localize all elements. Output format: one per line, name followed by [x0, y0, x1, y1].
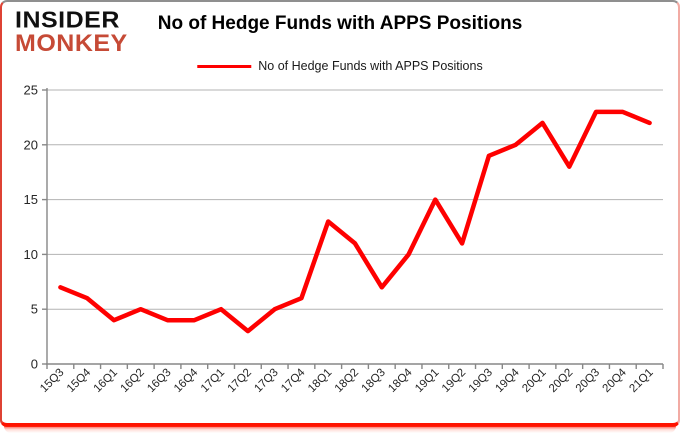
x-tick-label-15Q4: 15Q4	[65, 366, 94, 395]
legend-line-swatch	[197, 64, 252, 68]
x-tick-label-17Q4: 17Q4	[279, 366, 308, 395]
x-tick-label-17Q2: 17Q2	[226, 367, 254, 395]
x-tick-label-17Q1: 17Q1	[199, 367, 227, 395]
x-tick-label-21Q1: 21Q1	[627, 367, 655, 395]
x-tick-label-19Q4: 19Q4	[493, 366, 522, 395]
chart-title: No of Hedge Funds with APPS Positions	[157, 13, 523, 34]
x-tick-label-16Q4: 16Q4	[172, 366, 201, 395]
logo-monkey-text: MONKEY	[15, 30, 128, 57]
x-tick-label-18Q2: 18Q2	[333, 367, 361, 395]
x-tick-label-18Q3: 18Q3	[360, 367, 388, 395]
logo-insider-text: INSIDER	[15, 7, 120, 33]
y-tick-label-0: 0	[31, 357, 38, 372]
x-tick-label-18Q4: 18Q4	[386, 366, 415, 395]
y-tick-label-25: 25	[24, 83, 38, 98]
x-tick-label-19Q2: 19Q2	[440, 367, 468, 395]
legend-label: No of Hedge Funds with APPS Positions	[258, 59, 483, 73]
x-tick-label-19Q1: 19Q1	[413, 367, 441, 395]
x-tick-label-15Q3: 15Q3	[38, 367, 66, 395]
x-tick-label-18Q1: 18Q1	[306, 367, 334, 395]
y-tick-label-15: 15	[24, 192, 38, 207]
insider-monkey-logo: INSIDER MONKEY	[15, 9, 128, 57]
y-tick-label-5: 5	[31, 302, 38, 317]
x-tick-label-20Q4: 20Q4	[601, 366, 630, 395]
series-line-no-of-hedge-funds-with-apps-positions	[58, 109, 652, 334]
x-tick-label-19Q3: 19Q3	[467, 367, 495, 395]
x-tick-label-20Q3: 20Q3	[574, 367, 602, 395]
y-tick-label-20: 20	[24, 137, 38, 152]
legend: No of Hedge Funds with APPS Positions	[197, 59, 483, 73]
x-tick-label-20Q2: 20Q2	[547, 367, 575, 395]
x-tick-label-16Q1: 16Q1	[92, 367, 120, 395]
y-tick-label-10: 10	[24, 247, 38, 262]
x-tick-label-16Q2: 16Q2	[118, 367, 146, 395]
bottom-glow-decoration	[4, 426, 676, 433]
x-tick-label-17Q3: 17Q3	[252, 367, 280, 395]
x-tick-label-20Q1: 20Q1	[520, 367, 548, 395]
x-tick-label-16Q3: 16Q3	[145, 367, 173, 395]
